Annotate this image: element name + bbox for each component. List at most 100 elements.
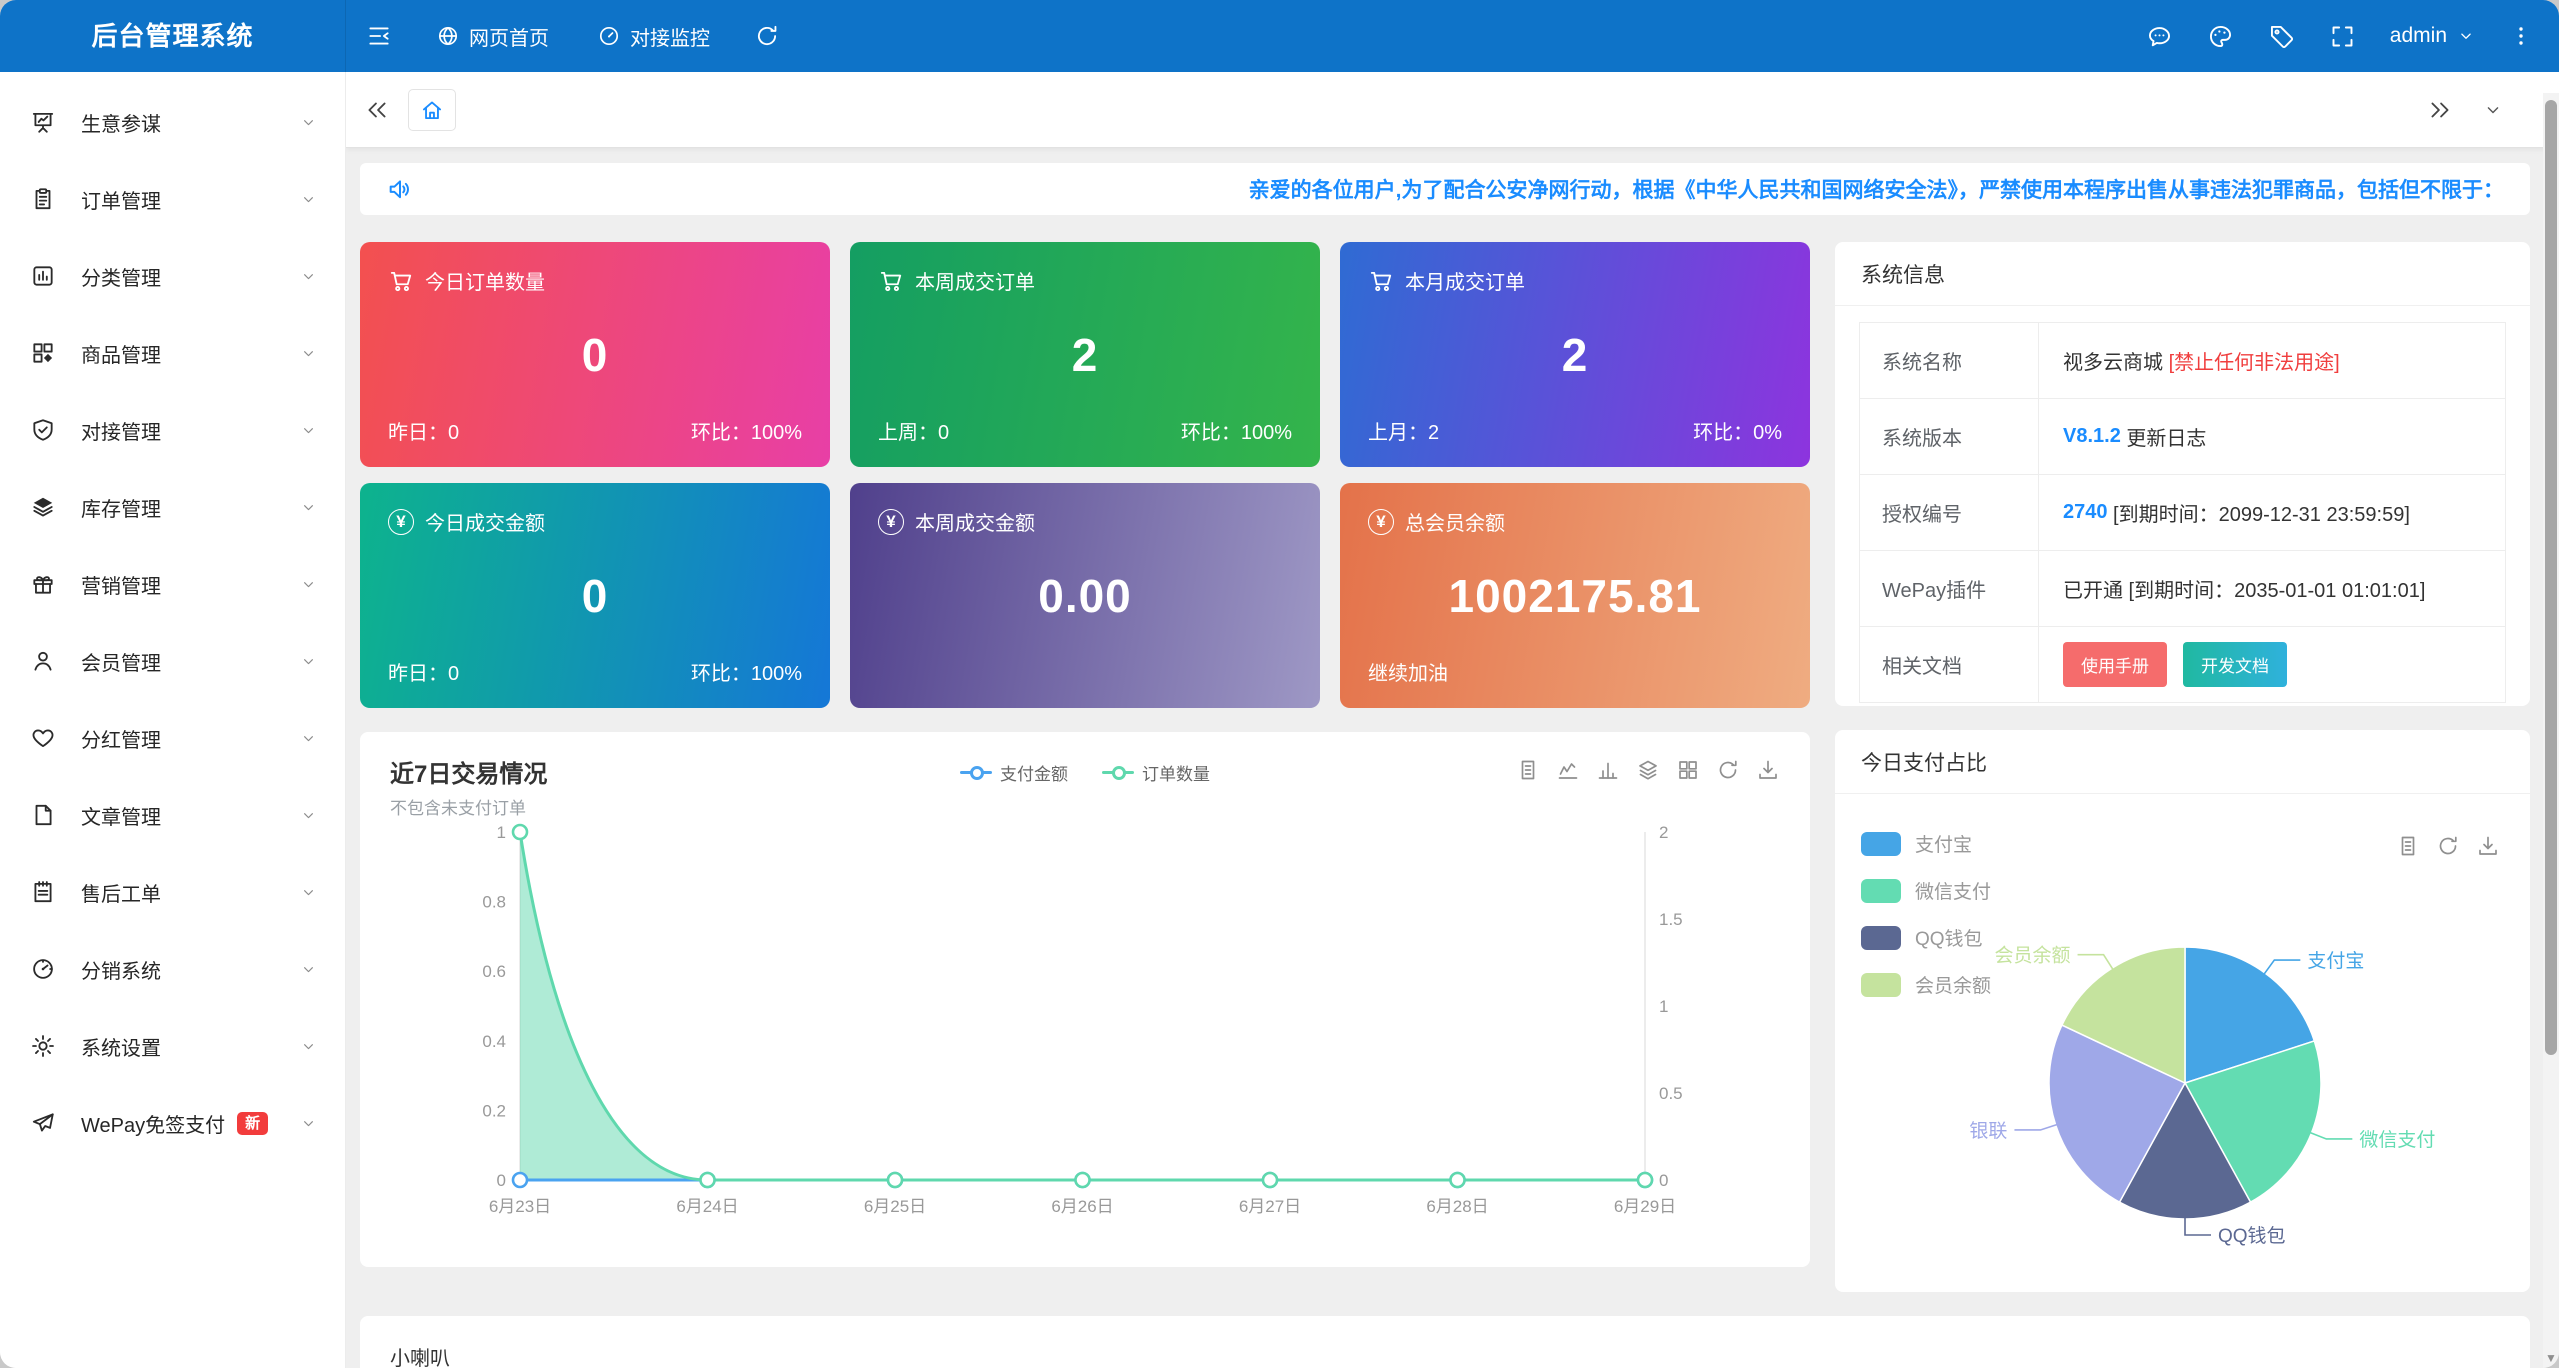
stat-card-footer-left: 昨日：0 — [388, 422, 460, 444]
toolbox-stack-icon[interactable] — [1636, 758, 1660, 782]
sidebar-item-wepay-payment[interactable]: WePay免签支付新 — [0, 1094, 345, 1152]
info-row: WePay插件 已开通 [到期时间：2035-01-01 01:01:01] — [1860, 551, 2505, 627]
sidebar-item-label: 订单管理 — [81, 190, 161, 213]
legend-item[interactable]: 订单数量 — [1102, 760, 1210, 785]
heart-icon — [30, 725, 56, 751]
stat-card-value: 1002175.81 — [1448, 570, 1702, 622]
tag-icon[interactable] — [2268, 23, 2295, 50]
clipboard-icon — [30, 186, 56, 212]
sidebar-item-inventory-management[interactable]: 库存管理 — [0, 478, 345, 536]
svg-text:6月29日: 6月29日 — [1614, 1197, 1676, 1216]
stat-card-title: 今日订单数量 — [425, 272, 545, 294]
user-menu[interactable]: admin — [2390, 24, 2475, 48]
sidebar-item-dividend-management[interactable]: 分红管理 — [0, 709, 345, 767]
toolbox-restore-icon[interactable] — [1716, 758, 1740, 782]
chevron-down-icon — [300, 268, 317, 285]
chevron-down-icon — [300, 807, 317, 824]
header-nav: 网页首页 对接监控 — [412, 0, 734, 72]
sidebar-item-category-management[interactable]: 分类管理 — [0, 247, 345, 305]
menu-fold-icon[interactable] — [366, 23, 392, 49]
gear-icon — [30, 1033, 56, 1059]
tab-home[interactable] — [408, 88, 456, 131]
stat-card-today-orders: 今日订单数量 0 昨日：0 环比：100% — [360, 242, 830, 467]
cart-icon — [878, 268, 904, 294]
pie-legend-item[interactable]: 支付宝 — [1861, 830, 1991, 857]
stat-card-member-balance: ¥ 总会员余额 1002175.81 继续加油 — [1340, 483, 1810, 708]
kebab-menu-icon[interactable] — [2509, 24, 2533, 48]
sidebar-item-business-advisor[interactable]: 生意参谋 — [0, 93, 345, 151]
stat-card-footer-right: 环比：0% — [1693, 422, 1782, 444]
nav-web-home[interactable]: 网页首页 — [412, 0, 573, 72]
info-row: 相关文档 使用手册 开发文档 — [1860, 627, 2505, 703]
dev-docs-button[interactable]: 开发文档 — [2183, 642, 2287, 687]
sidebar-item-marketing-management[interactable]: 营销管理 — [0, 555, 345, 613]
toolbox-line-icon[interactable] — [1556, 758, 1580, 782]
stat-card-title: 总会员余额 — [1405, 513, 1505, 535]
sidebar-item-order-management[interactable]: 订单管理 — [0, 170, 345, 228]
presentation-chart-icon — [30, 109, 56, 135]
sidebar-item-member-management[interactable]: 会员管理 — [0, 632, 345, 690]
announcements-panel: 小喇叭 — [360, 1316, 2530, 1368]
svg-text:0: 0 — [497, 1171, 506, 1190]
fullscreen-icon[interactable] — [2329, 23, 2356, 50]
palette-icon[interactable] — [2207, 23, 2234, 50]
pie-legend-item[interactable]: 微信支付 — [1861, 877, 1991, 904]
pie-legend-item[interactable]: 会员余额 — [1861, 971, 1991, 998]
toolbox-download-icon[interactable] — [1756, 758, 1780, 782]
sidebar-item-integration-management[interactable]: 对接管理 — [0, 401, 345, 459]
stat-card-footer-right: 环比：100% — [1180, 422, 1292, 444]
system-info-title: 系统信息 — [1835, 242, 2530, 306]
stat-card-week-orders: 本周成交订单 2 上周：0 环比：100% — [850, 242, 1320, 467]
pie-legend-item[interactable]: QQ钱包 — [1861, 924, 1991, 951]
info-label: 相关文档 — [1882, 656, 1962, 678]
toolbox-bar-icon[interactable] — [1596, 758, 1620, 782]
cart-icon — [1368, 268, 1394, 294]
stat-card-footer-left: 上月：2 — [1368, 422, 1440, 444]
chat-icon[interactable] — [2146, 23, 2173, 50]
chevron-down-icon — [300, 191, 317, 208]
gauge-icon — [597, 24, 621, 48]
sidebar-item-label: 对接管理 — [81, 421, 161, 444]
tabs-dropdown-icon[interactable] — [2483, 100, 2503, 120]
stat-card-month-orders: 本月成交订单 2 上月：2 环比：0% — [1340, 242, 1810, 467]
stat-card-today-amount: ¥ 今日成交金额 0 昨日：0 环比：100% — [360, 483, 830, 708]
yen-icon: ¥ — [388, 508, 414, 535]
stat-card-value: 2 — [1561, 329, 1589, 381]
scrollbar-down-arrow[interactable]: ▼ — [2545, 1351, 2557, 1365]
info-row: 系统版本 V8.1.2 更新日志 — [1860, 399, 2505, 475]
paper-plane-icon — [30, 1110, 56, 1136]
info-label: WePay插件 — [1882, 580, 1987, 602]
toolbox-download-icon[interactable] — [2476, 834, 2500, 858]
refresh-icon[interactable] — [754, 23, 780, 49]
legend-item[interactable]: 支付金额 — [960, 760, 1068, 785]
toolbox-data-view-icon[interactable] — [2396, 834, 2420, 858]
sidebar-item-distribution-system[interactable]: 分销系统 — [0, 940, 345, 998]
info-value: 已开通 [到期时间：2035-01-01 01:01:01] — [2038, 551, 2505, 626]
sidebar-item-system-settings[interactable]: 系统设置 — [0, 1017, 345, 1075]
toolbox-data-view-icon[interactable] — [1516, 758, 1540, 782]
chevron-down-icon — [300, 576, 317, 593]
toolbox-tile-icon[interactable] — [1676, 758, 1700, 782]
sidebar-item-product-management[interactable]: 商品管理 — [0, 324, 345, 382]
legend-swatch — [1861, 925, 1901, 950]
svg-text:1.5: 1.5 — [1659, 910, 1683, 929]
scrollbar-thumb[interactable] — [2545, 100, 2557, 1055]
sidebar-item-article-management[interactable]: 文章管理 — [0, 786, 345, 844]
toolbox-restore-icon[interactable] — [2436, 834, 2460, 858]
legend-swatch — [1861, 972, 1901, 997]
svg-text:6月25日: 6月25日 — [864, 1197, 926, 1216]
legend-marker-icon — [960, 765, 992, 780]
svg-text:6月28日: 6月28日 — [1426, 1197, 1488, 1216]
svg-text:0: 0 — [1659, 1171, 1668, 1190]
tabs-scroll-left-icon[interactable] — [364, 97, 390, 123]
user-manual-button[interactable]: 使用手册 — [2063, 642, 2167, 687]
sidebar-item-aftersale-ticket[interactable]: 售后工单 — [0, 863, 345, 921]
system-info-panel: 系统信息 系统名称 视多云商城 [禁止任何非法用途] 系统版本 V8.1.2 更新日志… — [1835, 242, 2530, 706]
tabs-scroll-right-icon[interactable] — [2427, 97, 2453, 123]
svg-text:0.6: 0.6 — [482, 962, 506, 981]
tab-bar — [346, 72, 2559, 148]
svg-text:0.8: 0.8 — [482, 893, 506, 912]
globe-icon — [436, 24, 460, 48]
vertical-scrollbar[interactable]: ▼ — [2543, 93, 2559, 1368]
nav-monitor[interactable]: 对接监控 — [573, 0, 734, 72]
